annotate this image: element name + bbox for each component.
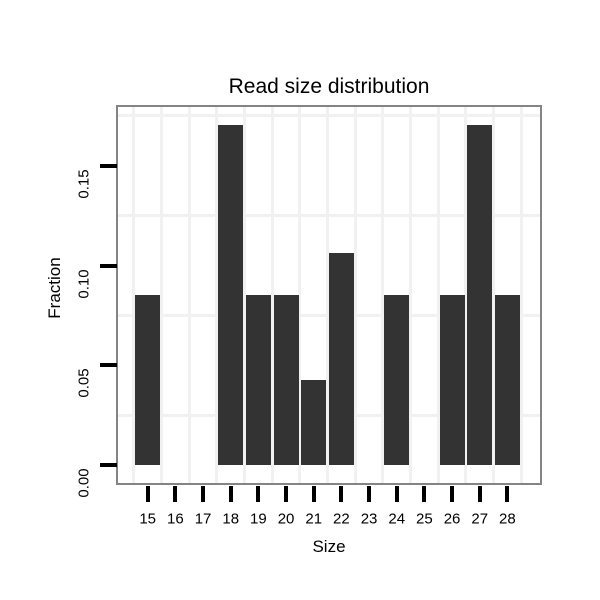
category-boundary-gridline (464, 107, 468, 483)
bar-24 (384, 295, 410, 466)
x-tick-label-15: 15 (139, 510, 157, 528)
category-boundary-gridline (243, 107, 247, 483)
category-boundary-gridline (270, 107, 274, 483)
x-tick-label-28: 28 (499, 510, 516, 528)
category-boundary-gridline (326, 107, 330, 483)
minor-gridline (118, 114, 540, 118)
x-tick-label-25: 25 (416, 510, 433, 528)
x-tick-27 (477, 486, 482, 502)
x-tick-21 (311, 486, 316, 502)
x-tick-label-18: 18 (222, 510, 240, 528)
category-boundary-gridline (381, 107, 385, 483)
bar-18 (218, 125, 244, 466)
x-tick-25 (422, 486, 427, 502)
bar-26 (439, 295, 465, 466)
minor-gridline (118, 214, 540, 218)
y-tick-0.10 (100, 263, 117, 268)
category-boundary-gridline (492, 107, 496, 483)
x-tick-label-22: 22 (333, 510, 350, 528)
x-tick-24 (394, 486, 399, 502)
bar-22 (328, 252, 354, 466)
category-boundary-gridline (409, 107, 413, 483)
x-tick-19 (256, 486, 261, 502)
x-tick-22 (339, 486, 344, 502)
category-boundary-gridline (436, 107, 440, 483)
x-tick-20 (284, 486, 289, 502)
x-tick-label-23: 23 (360, 510, 378, 528)
y-axis-title: Fraction (45, 257, 64, 319)
x-tick-28 (505, 486, 510, 502)
bar-20 (273, 295, 299, 466)
x-tick-label-21: 21 (305, 510, 323, 528)
x-tick-18 (228, 486, 233, 502)
category-boundary-gridline (160, 107, 164, 483)
x-tick-17 (201, 486, 206, 502)
x-tick-26 (450, 486, 455, 502)
category-boundary-gridline (519, 107, 523, 483)
chart-title: Read size distribution (228, 75, 430, 98)
category-boundary-gridline (298, 107, 302, 483)
x-tick-15 (145, 486, 150, 502)
category-boundary-gridline (132, 107, 136, 483)
x-tick-label-20: 20 (277, 510, 295, 528)
x-tick-16 (173, 486, 178, 502)
category-boundary-gridline (353, 107, 357, 483)
bar-21 (301, 380, 327, 466)
x-tick-23 (367, 486, 372, 502)
x-axis-title: Size (312, 537, 346, 556)
bar-27 (467, 125, 493, 466)
y-tick-0.00 (100, 463, 117, 468)
bar-15 (135, 295, 161, 466)
bar-28 (494, 295, 520, 466)
x-tick-label-24: 24 (388, 510, 406, 528)
x-tick-label-26: 26 (443, 510, 461, 528)
y-tick-0.15 (100, 163, 117, 168)
plot-panel (116, 105, 542, 485)
y-tick-0.05 (100, 363, 117, 368)
x-tick-label-27: 27 (471, 510, 489, 528)
x-tick-label-19: 19 (250, 510, 267, 528)
category-boundary-gridline (215, 107, 219, 483)
y-tick-label-0.15: 0.15 (75, 168, 93, 199)
category-boundary-gridline (187, 107, 191, 483)
y-tick-label-0.10: 0.10 (75, 268, 93, 299)
y-tick-label-0.00: 0.00 (75, 468, 93, 499)
y-tick-label-0.05: 0.05 (75, 368, 93, 399)
x-tick-label-16: 16 (167, 510, 184, 528)
bar-19 (245, 295, 271, 466)
x-tick-label-17: 17 (194, 510, 212, 528)
